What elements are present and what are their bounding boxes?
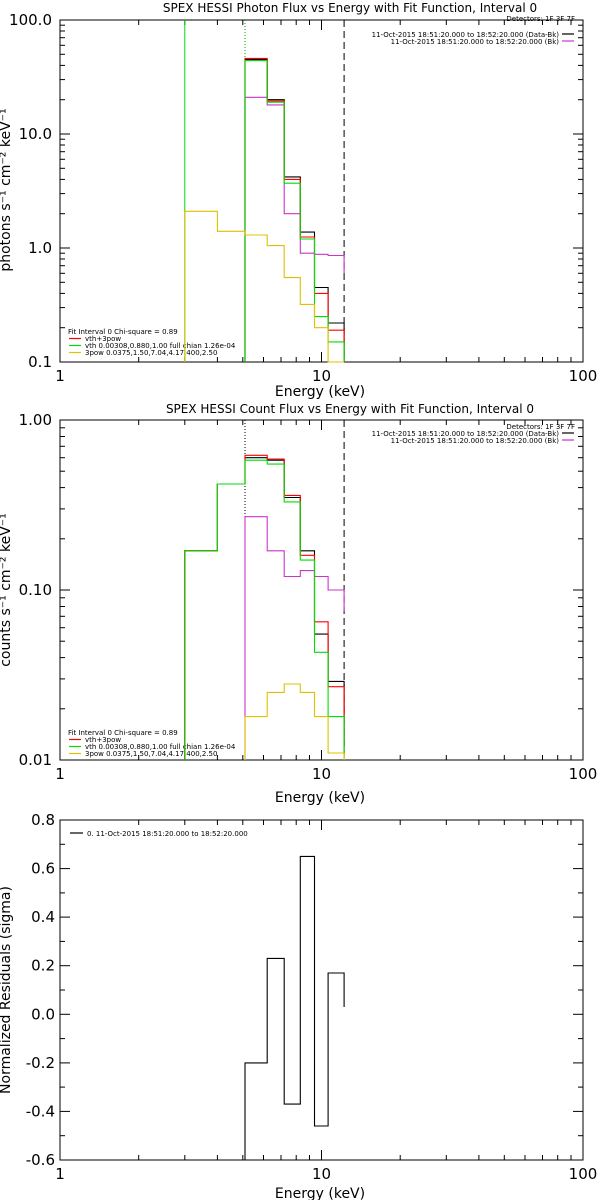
series-line xyxy=(244,58,345,362)
detectors-label: Detectors: 1F 3F 7F xyxy=(506,15,575,23)
plot-frame xyxy=(59,419,584,761)
legend-right-1: 11-Oct-2015 18:51:20.000 to 18:52:20.000… xyxy=(391,437,560,445)
x-axis-label: Energy (keV) xyxy=(275,1186,365,1200)
photon-flux-panel: SPEX HESSI Photon Flux vs Energy with Fi… xyxy=(0,1,597,400)
series-line xyxy=(244,57,345,362)
y-axis-label: Normalized Residuals (sigma) xyxy=(0,886,14,1094)
x-axis-label: Energy (keV) xyxy=(275,790,365,806)
series-line xyxy=(244,855,345,1160)
x-tick-label: 10 xyxy=(312,1165,331,1183)
y-tick-label: -0.2 xyxy=(26,1054,55,1072)
x-axis-label: Energy (keV) xyxy=(275,384,365,400)
series-line xyxy=(184,454,345,760)
x-tick-label: 10 xyxy=(312,367,331,385)
y-tick-label: 1.0 xyxy=(28,239,52,257)
count-flux-panel: SPEX HESSI Count Flux vs Energy with Fit… xyxy=(0,402,597,806)
x-tick-label: 100 xyxy=(569,1165,598,1183)
y-axis-label: counts s⁻¹ cm⁻² keV⁻¹ xyxy=(0,513,14,667)
legend-left-1: vth+3pow xyxy=(85,736,121,744)
series-line xyxy=(244,96,345,362)
chart-title: SPEX HESSI Count Flux vs Energy with Fit… xyxy=(166,402,534,416)
legend-right-0: 11-Oct-2015 18:51:20.000 to 18:52:20.000… xyxy=(372,430,560,438)
y-tick-label: 1.00 xyxy=(19,411,52,429)
y-tick-label: 0.4 xyxy=(31,908,55,926)
x-tick-label: 100 xyxy=(569,765,598,783)
series-line xyxy=(244,60,345,362)
legend-left-1: vth+3pow xyxy=(85,335,121,343)
y-tick-label: 0.10 xyxy=(19,581,52,599)
y-tick-label: 0.8 xyxy=(31,811,55,829)
x-tick-label: 1 xyxy=(55,367,65,385)
legend-left-0: Fit Interval 0 Chi-square = 0.89 xyxy=(68,328,178,336)
y-tick-label: 0.6 xyxy=(31,860,55,878)
series-line xyxy=(244,516,345,760)
y-tick-label: -0.6 xyxy=(26,1151,55,1169)
y-tick-label: 0.2 xyxy=(31,957,55,975)
legend-left-3: 3pow 0.0375,1.50,7.04,4.17,400,2.50 xyxy=(85,750,217,758)
plot-frame xyxy=(59,819,584,1161)
legend-left-3: 3pow 0.0375,1.50,7.04,4.17,400,2.50 xyxy=(85,349,217,357)
legend-right-1: 11-Oct-2015 18:51:20.000 to 18:52:20.000… xyxy=(391,38,560,46)
y-tick-label: 0.0 xyxy=(31,1005,55,1023)
y-tick-label: 10.0 xyxy=(19,125,52,143)
plot-frame xyxy=(59,19,584,363)
series-line xyxy=(244,683,345,760)
legend-left-0: Fit Interval 0 Chi-square = 0.89 xyxy=(68,729,178,737)
residuals-panel: 0. 11-Oct-2015 18:51:20.000 to 18:52:20.… xyxy=(0,811,597,1200)
y-axis-label: photons s⁻¹ cm⁻² keV⁻¹ xyxy=(0,108,14,271)
y-tick-label: -0.4 xyxy=(26,1102,55,1120)
detectors-label: Detectors: 1F 3F 7F xyxy=(506,423,575,431)
legend-right-0: 11-Oct-2015 18:51:20.000 to 18:52:20.000… xyxy=(372,31,560,39)
x-tick-label: 10 xyxy=(312,765,331,783)
x-tick-label: 100 xyxy=(569,367,598,385)
x-tick-label: 1 xyxy=(55,1165,65,1183)
legend-left-2: vth 0.00308,0.880,1.00 full chian 1.26e-… xyxy=(85,743,236,751)
series-line xyxy=(184,459,345,760)
series-line xyxy=(184,457,345,760)
legend-left-2: vth 0.00308,0.880,1.00 full chian 1.26e-… xyxy=(85,342,236,350)
legend-label: 0. 11-Oct-2015 18:51:20.000 to 18:52:20.… xyxy=(87,830,248,838)
y-tick-label: 0.1 xyxy=(28,353,52,371)
series-line xyxy=(184,210,345,363)
y-tick-label: 0.01 xyxy=(19,751,52,769)
y-tick-label: 100.0 xyxy=(9,11,52,29)
chart-title: SPEX HESSI Photon Flux vs Energy with Fi… xyxy=(163,1,537,15)
x-tick-label: 1 xyxy=(55,765,65,783)
